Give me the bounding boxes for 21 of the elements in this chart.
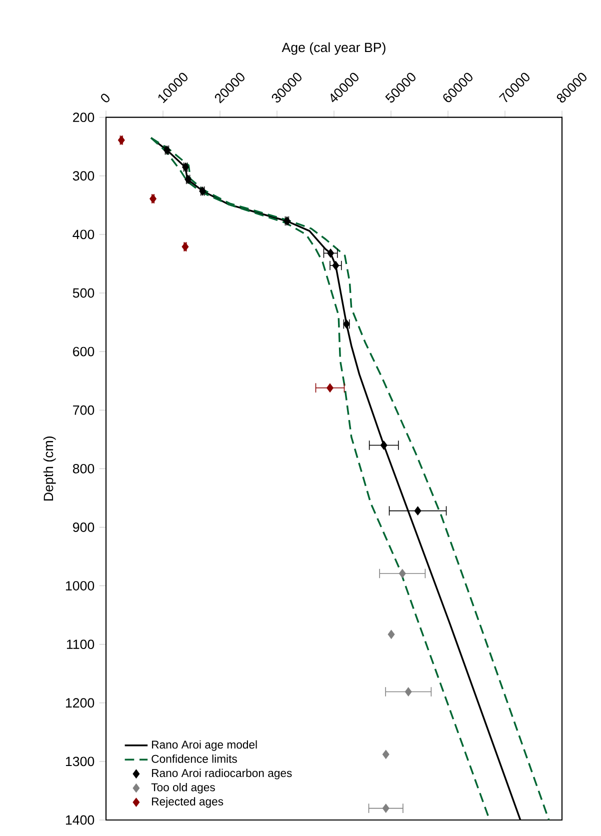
- y-tick-label: 900: [73, 522, 94, 532]
- legend-label: Rano Aroi age model: [152, 740, 257, 751]
- y-tick-label: 1000: [66, 581, 94, 590]
- y-tick-label: 1400: [66, 815, 94, 825]
- y-tick-label: 200: [73, 112, 94, 122]
- y-tick-label: 500: [72, 288, 94, 298]
- legend-label: Too old ages: [151, 782, 215, 794]
- y-tick-label: 1100: [66, 640, 94, 650]
- legend-label: Rejected ages: [152, 797, 224, 808]
- y-tick-label: 1200: [66, 698, 94, 708]
- legend-label: Confidence limits: [152, 754, 237, 763]
- y-tick-label: 400: [72, 230, 94, 240]
- y-tick-label: 800: [72, 464, 94, 474]
- y-tick-label: 700: [73, 405, 94, 415]
- y-axis-title: Depth (cm): [43, 436, 56, 501]
- legend-label: Rano Aroi radiocarbon ages: [152, 768, 292, 780]
- y-tick-label: 1300: [66, 756, 94, 766]
- x-axis-title: Age (cal year BP): [282, 42, 386, 55]
- y-tick-label: 600: [73, 346, 94, 356]
- x-tick-label: 0: [101, 94, 110, 102]
- y-tick-label: 300: [72, 171, 94, 181]
